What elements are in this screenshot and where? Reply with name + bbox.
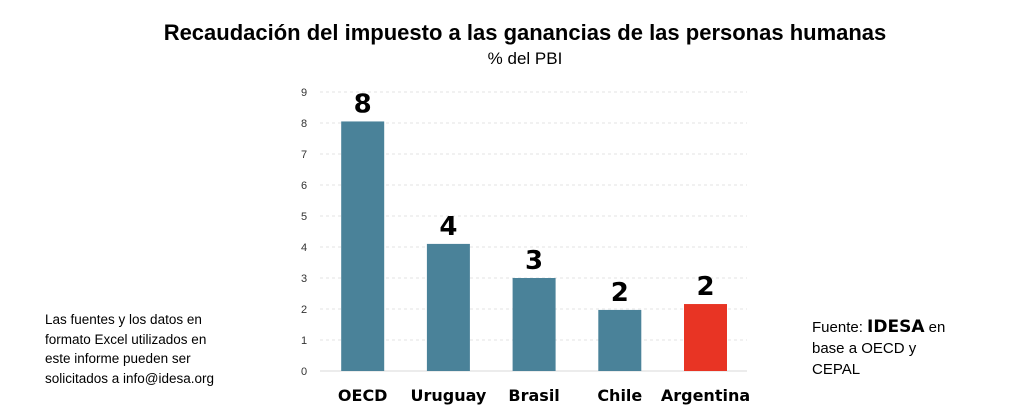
note-line: Las fuentes y los datos en	[45, 312, 202, 327]
y-tick-label: 4	[301, 242, 307, 254]
x-tick-label: Argentina	[661, 386, 750, 405]
source-prefix: Fuente:	[812, 319, 868, 336]
x-tick-label: OECD	[338, 386, 388, 405]
y-tick-label: 7	[301, 149, 307, 161]
y-tick-label: 8	[301, 118, 307, 130]
y-tick-label: 3	[301, 273, 307, 285]
source-line: base a OECD y	[812, 340, 917, 357]
source-brand: IDESA	[867, 317, 925, 337]
y-tick-label: 1	[301, 335, 307, 347]
x-tick-label: Brasil	[508, 386, 559, 405]
data-label: 2	[696, 272, 714, 302]
bar-argentina	[684, 304, 727, 371]
y-tick-label: 2	[301, 304, 307, 316]
y-tick-label: 0	[301, 366, 307, 378]
source-suffix: en	[924, 319, 946, 336]
data-label: 2	[611, 278, 629, 308]
source-note: Fuente: IDESA en base a OECD y CEPAL	[812, 317, 945, 380]
bar-oecd	[341, 121, 385, 371]
data-label: 3	[525, 246, 543, 276]
y-tick-label: 5	[301, 211, 307, 223]
source-line: CEPAL	[812, 361, 861, 378]
bar-chile	[598, 309, 642, 371]
chart-subtitle: % del PBI	[487, 49, 563, 68]
y-tick-label: 9	[301, 87, 307, 99]
data-label: 8	[354, 89, 372, 119]
bar-uruguay	[426, 243, 470, 371]
note-line: formato Excel utilizados en	[45, 331, 207, 347]
y-tick-label: 6	[301, 180, 307, 192]
data-availability-note: Las fuentes y los datos en formato Excel…	[45, 310, 214, 388]
note-line: solicitados a info@idesa.org	[45, 370, 215, 386]
x-tick-label: Uruguay	[410, 386, 486, 405]
note-line: este informe pueden ser	[45, 351, 191, 366]
x-tick-label: Chile	[597, 386, 642, 405]
chart-title: Recaudación del impuesto a las ganancias…	[163, 20, 887, 45]
bar-brasil	[512, 278, 556, 371]
data-label: 4	[439, 212, 457, 242]
